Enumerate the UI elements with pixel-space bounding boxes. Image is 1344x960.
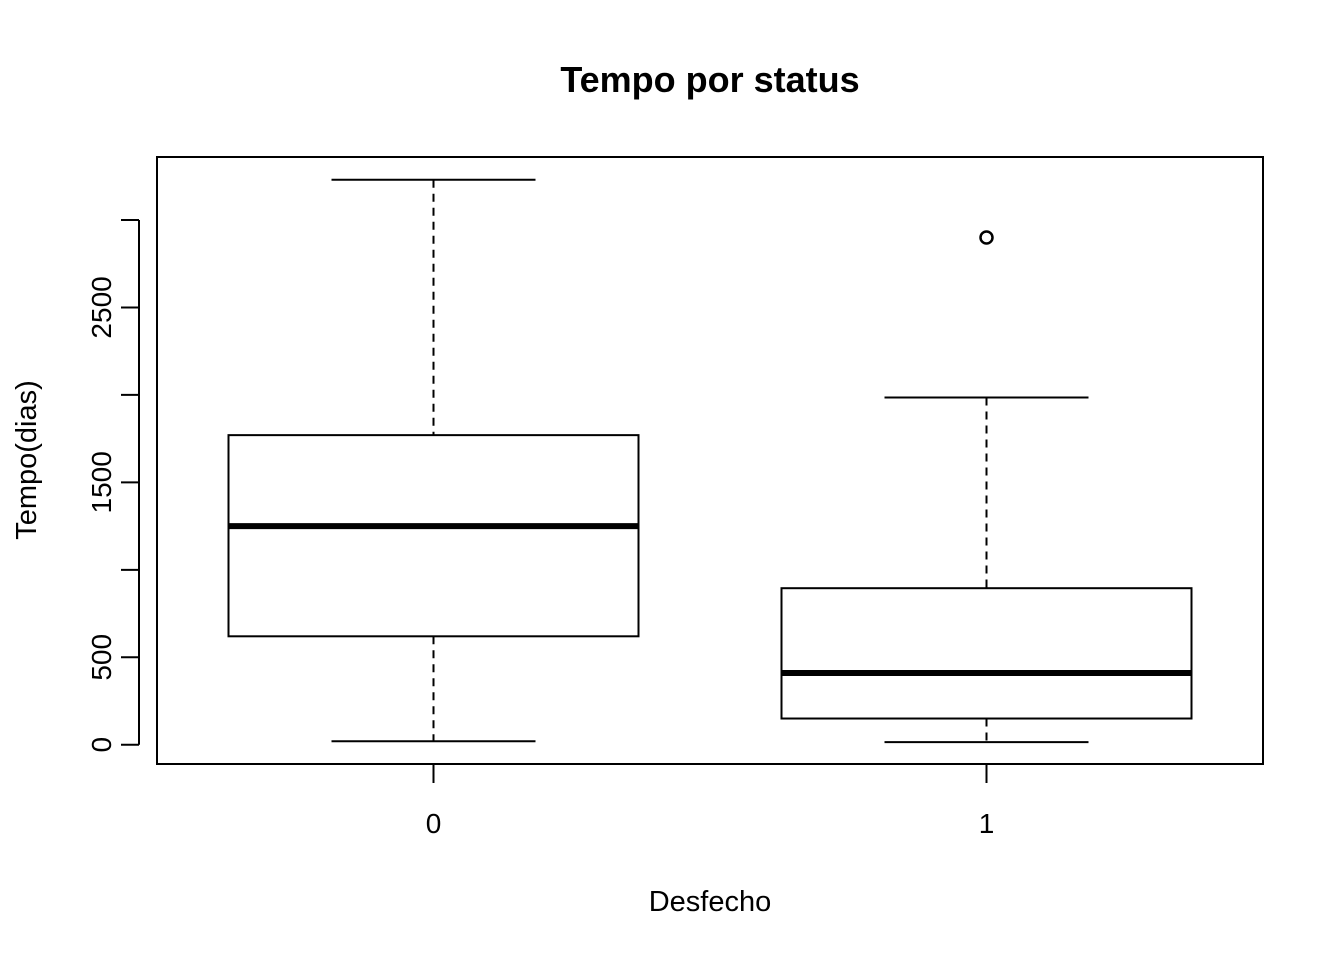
y-axis: 0 500 1500 2500: [86, 218, 140, 753]
box-group: [780, 230, 1193, 744]
y-tick-label: 0: [86, 737, 117, 753]
iqr-box: [780, 587, 1193, 720]
x-tick-label: 0: [426, 808, 442, 839]
x-axis-title: Desfecho: [649, 886, 772, 918]
y-tick-label: 500: [86, 634, 117, 681]
box-group: [227, 178, 640, 743]
plot-frame: [156, 156, 1264, 765]
chart-title: Tempo por status: [560, 59, 859, 100]
y-tick-label: 1500: [86, 451, 117, 513]
x-tick-label: 1: [979, 808, 995, 839]
boxes-layer: [227, 178, 1193, 744]
y-axis-title: Tempo(dias): [11, 380, 43, 540]
y-tick-label: 2500: [86, 276, 117, 338]
iqr-box: [227, 434, 640, 638]
outlier-point: [979, 230, 994, 245]
